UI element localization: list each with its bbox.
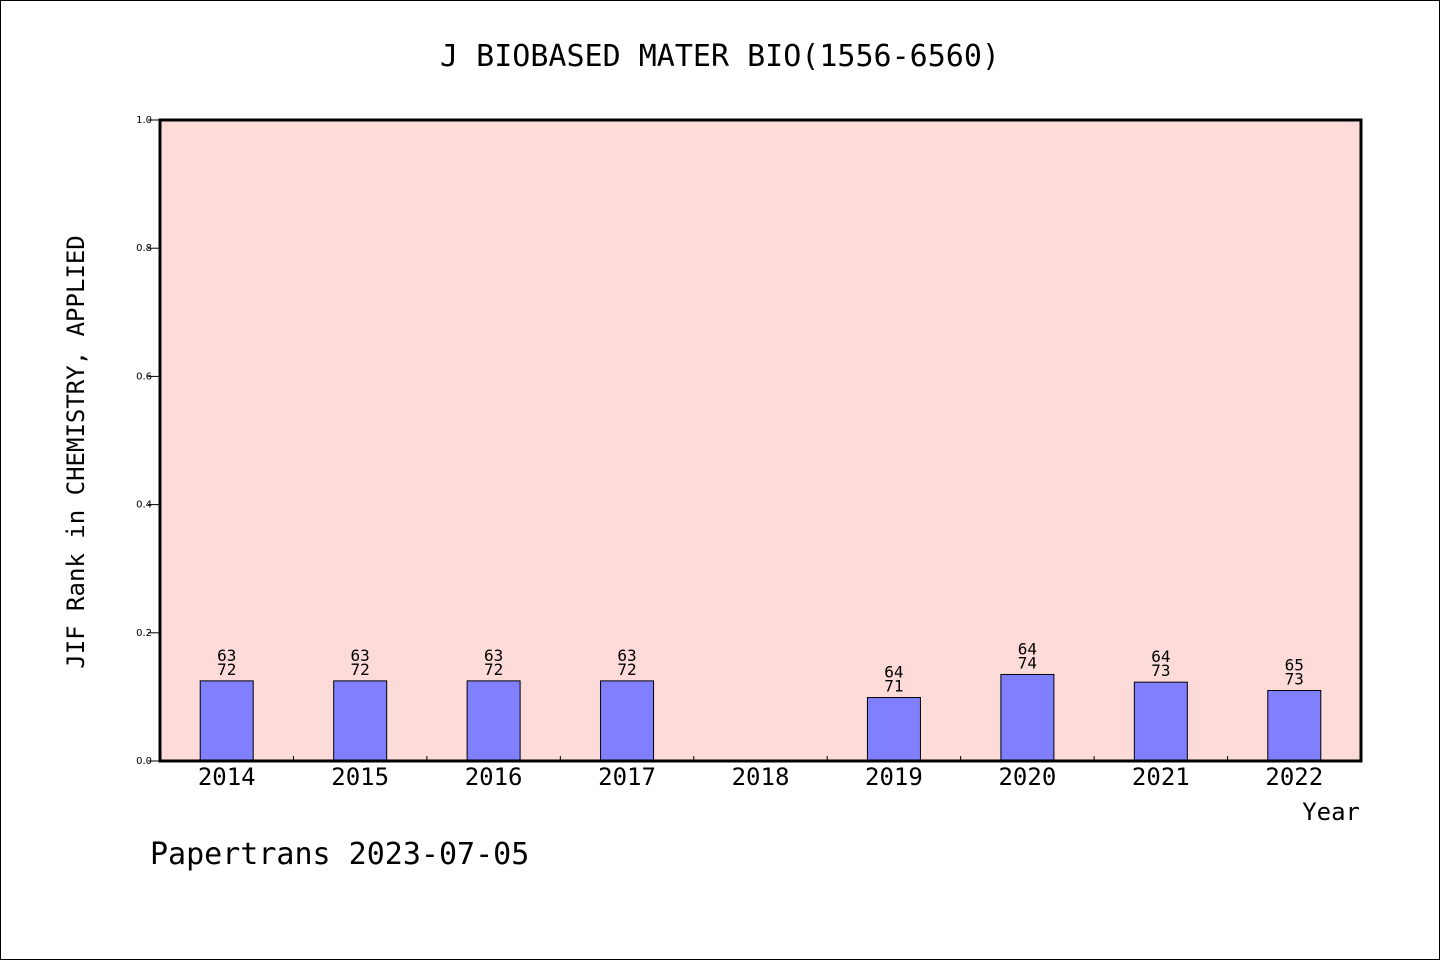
- plot-border: [158, 118, 1363, 763]
- y-axis: 0.0 0.2 0.4 0.6 0.8 1.0: [136, 115, 160, 767]
- bar-2014: [199, 680, 254, 762]
- bar-2017: [600, 680, 655, 762]
- data-label-rank: 63: [351, 646, 370, 665]
- chart-title: J BIOBASED MATER BIO(1556-6560): [440, 39, 1000, 74]
- y-tick-label: 0.8: [136, 243, 152, 254]
- data-label-total: 73: [1285, 669, 1304, 688]
- data-label-total: 72: [484, 660, 503, 679]
- y-tick-label: 0.2: [136, 628, 152, 639]
- data-label-total: 72: [351, 660, 370, 679]
- bar-2020: [1000, 673, 1055, 762]
- x-tick-label: 2019: [865, 763, 923, 791]
- x-tick-label: 2022: [1265, 763, 1323, 791]
- data-label-rank: 63: [217, 646, 236, 665]
- plot-area: [160, 120, 1361, 761]
- bar-2021: [1133, 681, 1188, 762]
- data-label-rank: 64: [1018, 639, 1037, 658]
- x-tick-label: 2020: [998, 763, 1056, 791]
- x-axis-label: Year: [1302, 798, 1360, 826]
- data-label-rank: 65: [1285, 655, 1304, 674]
- bar-2015: [333, 680, 388, 762]
- data-label-total: 74: [1018, 653, 1037, 672]
- x-tick-label: 2016: [465, 763, 523, 791]
- x-tick-label: 2017: [598, 763, 656, 791]
- data-label-rank: 63: [484, 646, 503, 665]
- data-label-total: 72: [617, 660, 636, 679]
- y-tick-label: 1.0: [136, 115, 152, 126]
- footer-text: Papertrans 2023-07-05: [150, 837, 529, 872]
- x-tick-label: 2015: [331, 763, 389, 791]
- y-tick-label: 0.6: [136, 371, 152, 382]
- data-label-total: 72: [217, 660, 236, 679]
- y-tick-label: 0.4: [136, 500, 152, 511]
- x-tick-label: 2014: [198, 763, 256, 791]
- bar-2016: [466, 680, 521, 762]
- data-label-rank: 64: [1151, 647, 1170, 666]
- bar-series: [199, 673, 1322, 762]
- data-label-rank: 64: [884, 663, 903, 682]
- bar-2022: [1267, 689, 1322, 762]
- data-label-total: 73: [1151, 661, 1170, 680]
- x-tick-label: 2021: [1132, 763, 1190, 791]
- y-tick-label: 0.0: [136, 756, 152, 767]
- data-label-total: 71: [884, 677, 903, 696]
- data-label-rank: 63: [617, 646, 636, 665]
- bar-2019: [866, 697, 921, 762]
- x-axis: 2014 2015 2016 2017 2018 2019 2020 2021 2022: [198, 756, 1323, 791]
- y-axis-label: JIF Rank in CHEMISTRY, APPLIED: [62, 235, 90, 668]
- x-tick-label: 2018: [732, 763, 790, 791]
